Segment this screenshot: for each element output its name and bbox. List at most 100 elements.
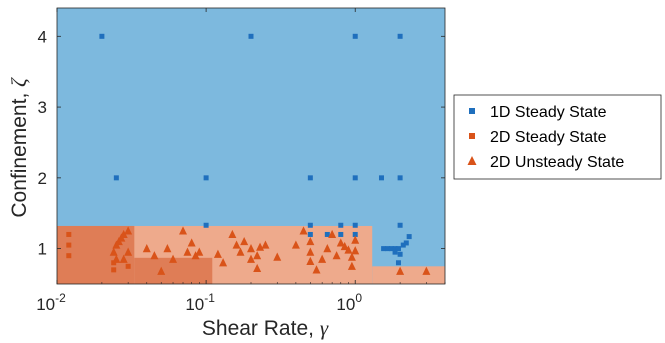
2d-unsteady-state-point-50 — [422, 266, 431, 275]
2d-unsteady-state-point-30 — [261, 240, 270, 249]
1d-steady-state-point-14 — [397, 222, 403, 228]
1d-steady-state-point-6 — [307, 175, 313, 181]
legend-label-2d-unsteady-state: 2D Unsteady State — [490, 154, 624, 171]
2d-unsteady-state-point-14 — [179, 226, 188, 235]
2d-unsteady-state-point-18 — [195, 247, 204, 256]
2d-unsteady-state-point-16 — [187, 238, 196, 247]
2d-unsteady-state-point-39 — [323, 244, 332, 253]
2d-unsteady-state-point-22 — [232, 240, 241, 249]
1d-steady-state-point-16 — [324, 231, 330, 237]
2d-unsteady-state-point-42 — [336, 238, 345, 247]
2d-unsteady-state-point-9 — [142, 244, 151, 253]
y-tick-label-0: 1 — [38, 240, 47, 259]
1d-steady-state-point-22 — [388, 246, 394, 252]
1d-steady-state-point-11 — [307, 222, 313, 228]
2d-unsteady-state-point-29 — [256, 242, 265, 251]
2d-unsteady-state-point-12 — [163, 244, 172, 253]
2d-unsteady-state-point-24 — [240, 236, 249, 246]
2d-unsteady-state-point-46 — [347, 261, 356, 270]
x-axis-title: Shear Rate, γ — [202, 316, 329, 340]
2d-unsteady-state-point-41 — [332, 251, 341, 260]
x-tick-label-1: 10-1 — [185, 291, 215, 314]
y-tick-label-3: 4 — [38, 27, 47, 46]
2d-unsteady-state-point-37 — [312, 265, 321, 274]
region-2d-unsteady-state-2 — [372, 266, 445, 284]
1d-steady-state-point-12 — [338, 222, 344, 228]
x-tick-label-2: 100 — [336, 291, 362, 314]
1d-steady-state-point-18 — [352, 231, 358, 237]
2d-unsteady-state-point-15 — [183, 247, 192, 256]
2d-unsteady-state-point-23 — [236, 247, 245, 256]
1d-steady-state-point-9 — [397, 175, 403, 181]
1d-steady-state-point-2 — [352, 33, 358, 39]
1d-steady-state-point-25 — [400, 242, 406, 248]
2d-unsteady-state-point-32 — [291, 240, 300, 249]
2d-unsteady-state-point-28 — [253, 263, 262, 273]
2d-unsteady-state-point-27 — [253, 251, 262, 260]
2d-unsteady-state-point-48 — [351, 246, 360, 255]
2d-unsteady-state-point-47 — [351, 235, 360, 244]
2d-steady-state-point-3 — [111, 267, 117, 273]
2d-unsteady-state-point-7 — [112, 254, 121, 263]
legend: 1D Steady State 2D Steady State 2D Unstead… — [453, 94, 662, 180]
y-axis-title: Confinement, ζ — [7, 77, 31, 218]
2d-unsteady-state-point-33 — [299, 226, 308, 235]
y-tick-label-2: 3 — [38, 98, 47, 117]
2d-unsteady-state-point-40 — [328, 229, 337, 239]
2d-unsteady-state-point-36 — [306, 256, 315, 265]
2d-unsteady-state-point-4 — [119, 229, 128, 239]
1d-steady-state-point-15 — [307, 231, 313, 237]
2d-unsteady-state-point-49 — [396, 266, 405, 275]
2d-unsteady-state-point-20 — [219, 258, 228, 267]
y-tick-label-1: 2 — [38, 169, 47, 188]
x-axis-title-symbol: γ — [320, 316, 329, 340]
1d-steady-state-point-24 — [395, 246, 401, 252]
y-axis-ticks: 1 2 3 4 — [38, 27, 445, 259]
legend-label-2d-steady-state: 2D Steady State — [490, 129, 607, 146]
2d-steady-state-point-2 — [66, 253, 72, 259]
2d-unsteady-state-point-10 — [150, 251, 159, 260]
1d-steady-state-point-26 — [403, 240, 409, 246]
x-axis-title-text: Shear Rate, — [202, 317, 314, 340]
2d-unsteady-state-point-8 — [119, 254, 128, 263]
legend-marker-1d-steady-state — [469, 108, 475, 114]
1d-steady-state-point-19 — [406, 234, 412, 240]
2d-steady-state-point-5 — [125, 263, 131, 269]
legend-marker-2d-steady-state — [469, 133, 475, 139]
2d-unsteady-state-point-25 — [247, 244, 255, 253]
2d-unsteady-state-point-13 — [169, 254, 178, 263]
2d-unsteady-state-point-5 — [124, 226, 133, 235]
2d-unsteady-state-point-11 — [157, 266, 166, 275]
1d-steady-state-point-10 — [203, 222, 209, 228]
plot-area — [56, 7, 446, 285]
2d-unsteady-state-point-19 — [213, 249, 222, 258]
1d-steady-state-point-8 — [378, 175, 384, 181]
1d-steady-state-point-5 — [203, 175, 209, 181]
2d-unsteady-state-point-38 — [318, 254, 327, 263]
legend-marker-2d-unsteady-state — [467, 155, 477, 166]
2d-unsteady-state-point-26 — [247, 254, 255, 263]
2d-unsteady-state-point-21 — [228, 229, 237, 239]
1d-steady-state-point-23 — [392, 246, 398, 252]
data-points — [66, 33, 431, 275]
2d-unsteady-state-point-31 — [273, 252, 282, 261]
1d-steady-state-point-7 — [352, 175, 358, 181]
legend-box — [453, 94, 662, 180]
2d-unsteady-state-point-0 — [109, 247, 118, 256]
2d-unsteady-state-point-6 — [124, 247, 133, 256]
legend-label-1d-steady-state: 1D Steady State — [490, 104, 607, 121]
1d-steady-state-point-21 — [385, 246, 391, 252]
2d-steady-state-point-0 — [66, 231, 72, 237]
1d-steady-state-point-4 — [113, 175, 119, 181]
1d-steady-state-point-29 — [395, 260, 401, 266]
1d-steady-state-point-27 — [392, 249, 398, 255]
1d-steady-state-point-1 — [248, 33, 254, 39]
2d-steady-state-point-1 — [66, 242, 72, 248]
2d-unsteady-state-point-45 — [347, 252, 356, 261]
1d-steady-state-point-0 — [99, 33, 105, 39]
x-tick-label-0: 10-2 — [36, 291, 66, 314]
2d-unsteady-state-point-34 — [306, 236, 315, 246]
1d-steady-state-point-13 — [352, 222, 358, 228]
1d-steady-state-point-17 — [338, 231, 344, 237]
